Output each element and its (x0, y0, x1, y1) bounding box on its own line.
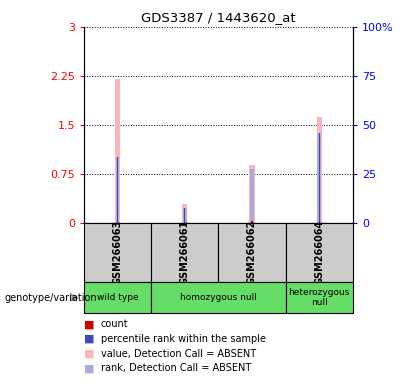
Bar (286, 282, 353, 313)
Bar (184, 209, 185, 223)
Title: GDS3387 / 1443620_at: GDS3387 / 1443620_at (141, 11, 296, 24)
Text: ■: ■ (84, 349, 94, 359)
Text: value, Detection Call = ABSENT: value, Detection Call = ABSENT (101, 349, 256, 359)
Bar (151, 223, 218, 282)
Bar (250, 169, 254, 223)
Bar (319, 221, 320, 223)
Bar (317, 117, 322, 223)
Bar (84, 282, 151, 313)
Bar (117, 221, 118, 223)
Text: ■: ■ (84, 334, 94, 344)
Text: ■: ■ (84, 319, 94, 329)
Bar (286, 223, 353, 282)
Bar (183, 209, 186, 223)
Text: percentile rank within the sample: percentile rank within the sample (101, 334, 266, 344)
Bar (115, 79, 120, 223)
Bar (184, 221, 185, 223)
Text: count: count (101, 319, 129, 329)
Bar (84, 223, 151, 282)
Text: GSM266061: GSM266061 (180, 220, 190, 285)
Bar (182, 204, 187, 223)
Text: GSM266063: GSM266063 (113, 220, 123, 285)
Text: rank, Detection Call = ABSENT: rank, Detection Call = ABSENT (101, 363, 251, 373)
Bar (218, 223, 286, 282)
Text: homozygous null: homozygous null (180, 293, 257, 302)
Bar (249, 165, 255, 223)
Bar (318, 132, 321, 223)
Bar (151, 282, 286, 313)
Bar (116, 157, 119, 223)
Text: GSM266064: GSM266064 (314, 220, 324, 285)
Bar (319, 132, 320, 223)
Text: ■: ■ (84, 363, 94, 373)
Text: GSM266062: GSM266062 (247, 220, 257, 285)
Text: heterozygous
null: heterozygous null (289, 288, 350, 307)
Text: genotype/variation: genotype/variation (4, 293, 97, 303)
Bar (117, 157, 118, 223)
Text: wild type: wild type (97, 293, 139, 302)
